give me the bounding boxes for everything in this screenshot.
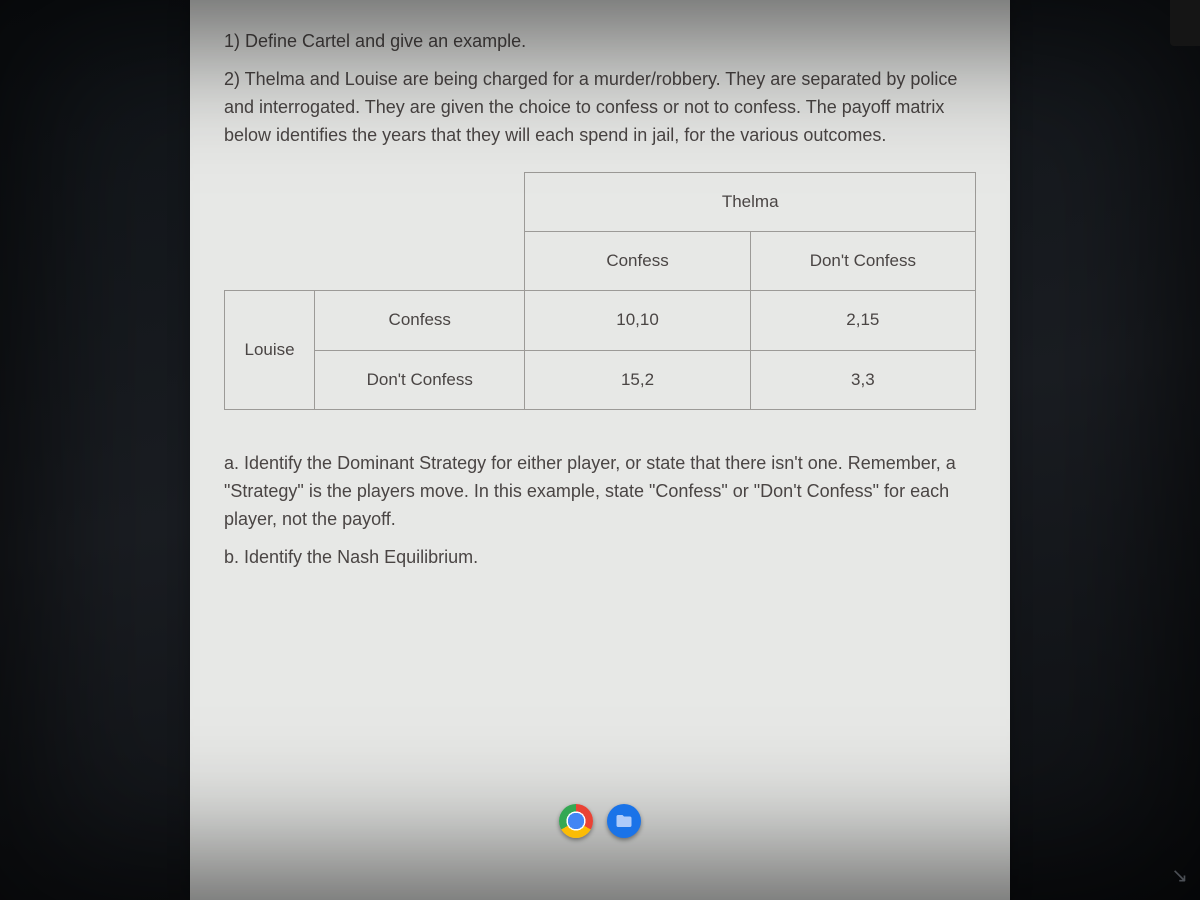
- empty-cell: [315, 231, 525, 290]
- row-strategy-header: Don't Confess: [315, 350, 525, 409]
- payoff-cell: 15,2: [525, 350, 750, 409]
- desktop: 1) Define Cartel and give an example. 2)…: [0, 0, 1200, 900]
- folder-glyph-icon: [615, 812, 633, 830]
- row-strategy-header: Confess: [315, 291, 525, 350]
- col-player-header: Thelma: [525, 172, 976, 231]
- table-row: Confess Don't Confess: [225, 231, 976, 290]
- side-panel-stub: [1170, 0, 1200, 46]
- chrome-icon[interactable]: [559, 804, 593, 838]
- row-player-header: Louise: [225, 291, 315, 410]
- empty-cell: [225, 231, 315, 290]
- table-row: Louise Confess 10,10 2,15: [225, 291, 976, 350]
- empty-cell: [225, 172, 315, 231]
- col-strategy-header: Confess: [525, 231, 750, 290]
- table-row: Don't Confess 15,2 3,3: [225, 350, 976, 409]
- sub-question-a: a. Identify the Dominant Strategy for ei…: [224, 450, 976, 534]
- sub-question-b: b. Identify the Nash Equilibrium.: [224, 544, 976, 572]
- payoff-cell: 3,3: [750, 350, 975, 409]
- payoff-cell: 2,15: [750, 291, 975, 350]
- document-page: 1) Define Cartel and give an example. 2)…: [190, 0, 1010, 900]
- empty-cell: [315, 172, 525, 231]
- question-1: 1) Define Cartel and give an example.: [224, 28, 976, 56]
- table-row: Thelma: [225, 172, 976, 231]
- col-strategy-header: Don't Confess: [750, 231, 975, 290]
- files-icon[interactable]: [607, 804, 641, 838]
- question-2: 2) Thelma and Louise are being charged f…: [224, 66, 976, 150]
- resize-corner-icon: ↘: [1171, 863, 1188, 888]
- payoff-cell: 10,10: [525, 291, 750, 350]
- taskbar: [0, 804, 1200, 844]
- payoff-matrix-table: Thelma Confess Don't Confess Louise Conf…: [224, 172, 976, 410]
